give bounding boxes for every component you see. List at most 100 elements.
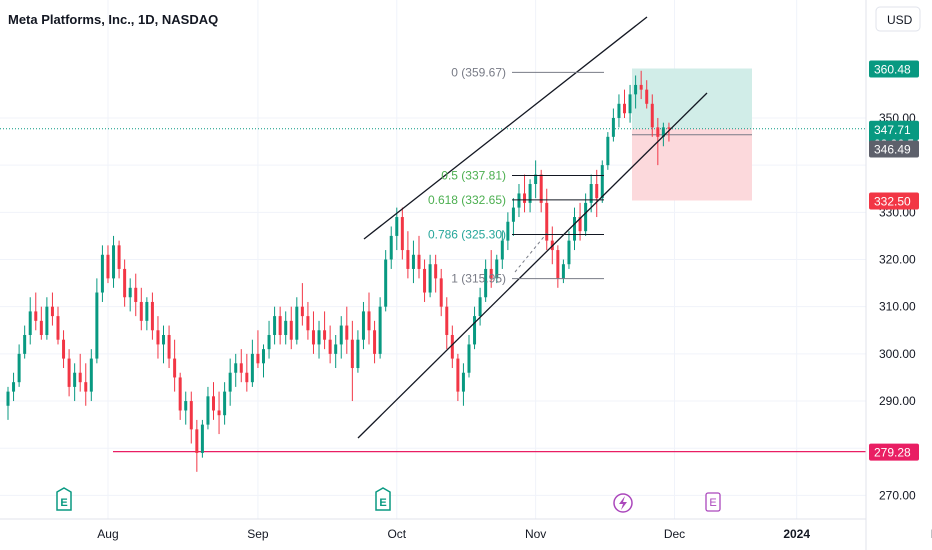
candle (511, 198, 515, 236)
candle-body (67, 358, 71, 387)
candle (489, 250, 493, 288)
candle-body (95, 292, 99, 359)
candle-body (162, 334, 166, 345)
candle-body (112, 245, 116, 279)
candle-body (534, 174, 538, 185)
candle (345, 306, 349, 354)
tp-price-badge: 360.48 (869, 60, 919, 78)
candle-body (178, 377, 182, 411)
fib-label: 0.786 (325.30) (428, 227, 506, 241)
x-tick-label: Aug (97, 527, 118, 541)
candle-body (123, 268, 127, 298)
candle-body (273, 316, 277, 335)
candle-body (89, 358, 93, 392)
candle (417, 235, 421, 279)
candle-body (395, 217, 399, 236)
candle-body (306, 316, 310, 331)
candle (373, 320, 377, 364)
candle-body (639, 84, 643, 90)
candle-body (384, 259, 388, 307)
candle-body (84, 382, 88, 392)
candle-body (145, 301, 149, 321)
candle (84, 363, 88, 406)
earnings-icon: E (705, 492, 721, 512)
candle (434, 254, 438, 293)
candle (250, 339, 254, 387)
candle (334, 334, 338, 369)
candle-body (50, 306, 54, 317)
candle (411, 240, 415, 284)
earnings-icon-shape (375, 487, 391, 511)
candle-body (478, 297, 482, 317)
candle-body (28, 311, 32, 335)
stop-price-badge-text: 332.50 (874, 195, 911, 209)
candle-body (495, 259, 499, 279)
candle (500, 231, 504, 269)
candle (39, 306, 43, 340)
x-axis[interactable]: AugSepOctNovDec2024FebMar (0, 518, 932, 541)
candle-body (256, 353, 260, 364)
loss-zone (632, 128, 752, 201)
candle-body (223, 391, 227, 416)
candle (567, 231, 571, 269)
currency-button[interactable]: USD (875, 6, 921, 32)
candle (361, 301, 365, 350)
candle-body (200, 424, 204, 453)
candle (634, 75, 638, 109)
fib-label: 0.5 (337.81) (441, 168, 506, 182)
candle (195, 419, 199, 472)
candle-body (650, 103, 654, 128)
candle (539, 169, 543, 213)
fib-label: 0 (359.67) (451, 65, 506, 79)
candle-body (567, 240, 571, 265)
candle (56, 306, 60, 345)
channel-lower-line (357, 92, 708, 439)
candle (384, 250, 388, 312)
earnings-icon-glyph: E (379, 497, 386, 509)
candle (645, 80, 649, 109)
candle (106, 245, 110, 284)
candle-body (528, 184, 532, 203)
candle (650, 94, 654, 137)
candle (261, 344, 265, 378)
earnings-icon-shape (56, 487, 72, 511)
candle-body (134, 287, 138, 302)
candle-body (667, 127, 671, 129)
candle (534, 160, 538, 199)
profit-zone (632, 68, 752, 129)
candle (356, 330, 360, 373)
stop-price-badge-bg (869, 192, 919, 210)
y-tick-label: 270.00 (879, 488, 916, 502)
candle-body (311, 330, 315, 345)
candle (623, 89, 626, 118)
candle-body (434, 264, 438, 279)
candle (406, 231, 410, 279)
drawings (357, 16, 708, 439)
candle (73, 363, 77, 402)
candle (34, 292, 38, 331)
candle (156, 316, 160, 359)
candle (123, 259, 127, 307)
fib-label: 0.618 (332.65) (428, 193, 506, 207)
candle-body (517, 193, 521, 208)
y-axis[interactable]: 270.00290.00300.00310.00320.00330.00350.… (865, 0, 916, 550)
candle-body (167, 334, 171, 359)
candle-body (661, 127, 665, 137)
tp-price-badge-bg (869, 60, 919, 78)
candle (517, 184, 521, 218)
candle (234, 353, 238, 387)
candle (428, 254, 432, 298)
candle (239, 349, 243, 383)
candle-body (234, 363, 238, 373)
candle (6, 386, 10, 420)
candle-body (628, 94, 632, 114)
candle-body (617, 103, 621, 118)
candle-body (445, 306, 449, 335)
x-tick-label: Nov (525, 527, 546, 541)
candle (223, 382, 227, 425)
candle-body (417, 254, 421, 269)
candle-body (278, 316, 282, 335)
candle (350, 320, 354, 402)
candle (328, 325, 332, 364)
